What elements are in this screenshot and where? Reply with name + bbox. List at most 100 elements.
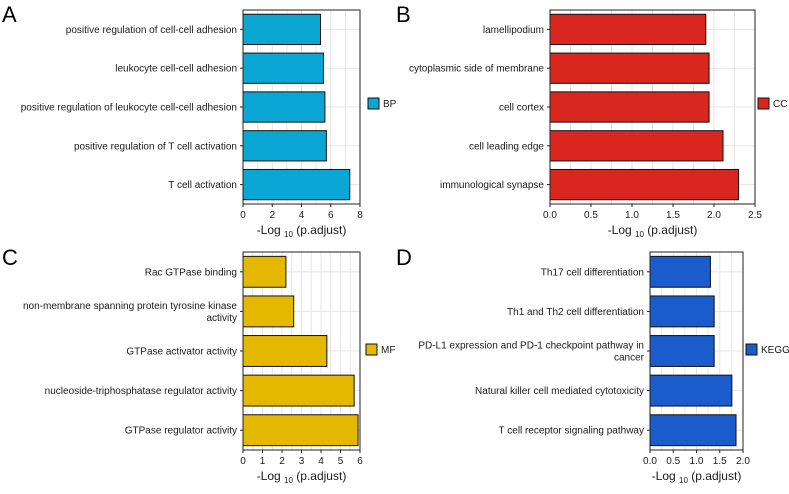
x-tick-label: 1.5: [666, 210, 680, 221]
category-label: cell leading edge: [469, 141, 544, 152]
bar: [649, 295, 715, 328]
x-axis-title-suffix: (p.adjust): [293, 469, 346, 483]
category-label-line: Th1 and Th2 cell differentiation: [507, 307, 644, 318]
bar: [649, 414, 737, 447]
category-label-line: Rac GTPase binding: [145, 267, 237, 278]
x-tick-label: 2.0: [736, 456, 750, 467]
bar: [549, 13, 707, 46]
category-label: nucleoside-triphosphatase regulator acti…: [45, 386, 237, 397]
category-label-line: PD-L1 expression and PD-1 checkpoint pat…: [418, 341, 644, 352]
category-label-line: positive regulation of cell-cell adhesio…: [66, 25, 237, 36]
x-axis-title-subscript: 10: [284, 476, 293, 485]
x-tick-label: 4: [318, 456, 324, 467]
x-axis-title-main: -Log: [608, 223, 635, 237]
bar: [649, 374, 733, 407]
category-label-line: positive regulation of leukocyte cell-ce…: [21, 103, 237, 114]
category-label-line: T cell activation: [168, 180, 237, 191]
legend-label: KEGG: [761, 345, 789, 356]
bar: [242, 52, 324, 84]
panel-letter: B: [396, 2, 411, 27]
legend-label: BP: [383, 99, 397, 110]
x-tick-label: 0: [240, 210, 246, 221]
x-tick-label: 8: [357, 210, 363, 221]
category-label-line: lamellipodium: [483, 25, 544, 36]
category-label: immunological synapse: [440, 180, 544, 191]
bar: [242, 335, 328, 367]
category-label-line: Natural killer cell mediated cytotoxicit…: [475, 386, 644, 397]
category-label-line: activity: [206, 313, 237, 324]
bar: [549, 168, 740, 201]
bar: [242, 374, 355, 407]
bar: [242, 13, 322, 46]
x-tick-label: 0: [240, 456, 246, 467]
x-tick-label: 2: [269, 210, 275, 221]
x-tick-label: 6: [328, 210, 334, 221]
bar: [242, 295, 295, 328]
category-label-line: positive regulation of T cell activation: [74, 141, 237, 152]
category-label: PD-L1 expression and PD-1 checkpoint pat…: [418, 341, 644, 364]
bar: [649, 255, 711, 288]
category-label-line: Th17 cell differentiation: [541, 267, 644, 278]
bar: [549, 91, 710, 123]
x-axis-title: -Log 10 (p.adjust): [257, 469, 347, 485]
legend: BP: [367, 97, 397, 110]
category-label-line: immunological synapse: [440, 180, 544, 191]
category-label: leukocyte cell-cell adhesion: [115, 64, 237, 75]
category-label: positive regulation of T cell activation: [74, 141, 237, 152]
x-axis-title: -Log 10 (p.adjust): [257, 223, 347, 239]
x-tick-label: 2.0: [707, 210, 721, 221]
category-label: GTPase activator activity: [126, 347, 237, 358]
x-axis-title-main: -Log: [257, 469, 284, 483]
bar: [649, 335, 715, 367]
category-label: lamellipodium: [483, 25, 544, 36]
legend-swatch: [757, 97, 770, 110]
category-label: T cell receptor signaling pathway: [499, 426, 644, 437]
x-tick-label: 2.5: [748, 210, 762, 221]
category-label: non-membrane spanning protein tyrosine k…: [23, 301, 237, 324]
category-label: Th1 and Th2 cell differentiation: [507, 307, 644, 318]
x-axis-title-suffix: (p.adjust): [644, 223, 697, 237]
x-tick-label: 1.0: [625, 210, 639, 221]
x-tick-label: 4: [299, 210, 305, 221]
category-label-line: T cell receptor signaling pathway: [499, 426, 644, 437]
category-label-line: GTPase regulator activity: [125, 426, 237, 437]
x-tick-label: 5: [338, 456, 344, 467]
x-tick-label: 0.5: [584, 210, 598, 221]
bar: [242, 91, 326, 123]
legend-swatch: [745, 343, 758, 356]
x-tick-label: 0.0: [643, 456, 657, 467]
legend: KEGG: [745, 343, 789, 356]
bar: [549, 130, 724, 162]
category-label-line: cell leading edge: [469, 141, 544, 152]
category-label: Rac GTPase binding: [145, 267, 237, 278]
category-label: Natural killer cell mediated cytotoxicit…: [475, 386, 644, 397]
category-label: GTPase regulator activity: [125, 426, 237, 437]
x-axis-title: -Log 10 (p.adjust): [652, 469, 742, 485]
x-axis-title-main: -Log: [257, 223, 284, 237]
category-label-line: cancer: [614, 353, 645, 364]
x-tick-label: 0.5: [666, 456, 680, 467]
x-axis-title-subscript: 10: [284, 230, 293, 239]
bar: [242, 168, 351, 201]
category-label: cytoplasmic side of membrane: [409, 64, 544, 75]
x-axis-title-main: -Log: [652, 469, 679, 483]
legend-label: CC: [773, 99, 787, 110]
x-tick-label: 0.0: [543, 210, 557, 221]
bar: [242, 414, 359, 447]
x-axis-title-suffix: (p.adjust): [688, 469, 741, 483]
x-tick-label: 6: [357, 456, 363, 467]
x-tick-label: 1.0: [690, 456, 704, 467]
legend: MF: [365, 343, 395, 356]
bar: [242, 130, 327, 162]
legend-label: MF: [381, 345, 395, 356]
category-label-line: non-membrane spanning protein tyrosine k…: [23, 301, 237, 312]
category-label-line: GTPase activator activity: [126, 347, 237, 358]
panel-letter: A: [2, 2, 17, 27]
x-axis-title-subscript: 10: [635, 230, 644, 239]
x-axis-title: -Log 10 (p.adjust): [608, 223, 698, 239]
panel-c: C Rac GTPase binding non-membrane spanning…: [2, 245, 395, 485]
x-tick-label: 2: [279, 456, 285, 467]
bar: [242, 255, 287, 288]
